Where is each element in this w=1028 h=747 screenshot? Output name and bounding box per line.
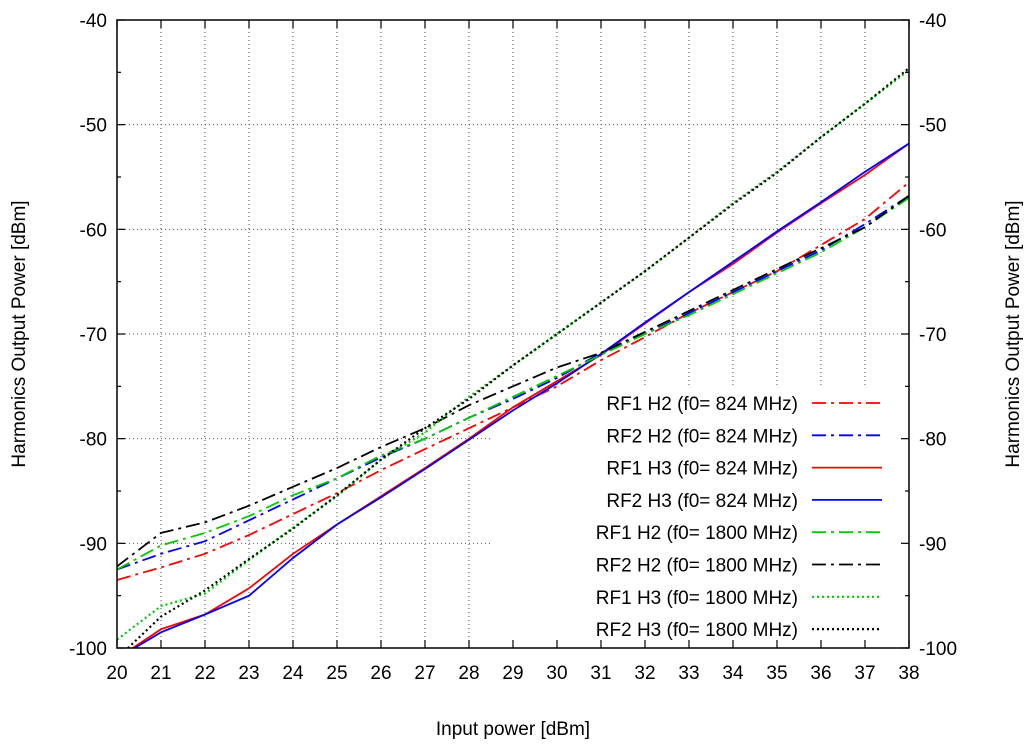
axes: 20 21 22 23 24 25 26 27 28 29 30 31 32 33 34 35 36 37 38 -4… [69,11,957,684]
y-tick-label: -80 [80,430,107,451]
x-tick-label: 36 [810,663,831,684]
series-line [117,195,909,571]
legend-label: RF1 H3 (f0= 824 MHz) [606,459,798,480]
legend-label: RF2 H3 (f0= 824 MHz) [606,491,798,512]
legend-label: RF1 H2 (f0= 1800 MHz) [596,523,798,544]
grid [117,20,909,648]
x-tick-label: 28 [458,663,479,684]
y-tick-label: -50 [80,116,107,137]
x-tick-label: 33 [678,663,699,684]
x-axis-title: Input power [dBm] [436,719,590,740]
legend: RF1 H2 (f0= 824 MHz) RF2 H2 (f0= 824 MHz)… [596,394,882,641]
y2-tick-label: -50 [919,116,946,137]
x-tick-label: 21 [150,663,171,684]
x-tick-label: 31 [590,663,611,684]
y2-tick-label: -60 [919,220,946,241]
y2-tick-label: -100 [919,639,957,660]
x-tick-label: 29 [502,663,523,684]
legend-label: RF2 H2 (f0= 824 MHz) [606,426,798,447]
x-tick-label: 34 [722,663,744,684]
y2-tick-label: -90 [919,534,946,555]
x-tick-label: 32 [634,663,655,684]
y-axis-title: Harmonics Output Power [dBm] [9,200,30,467]
legend-label: RF1 H2 (f0= 824 MHz) [606,394,798,415]
y-tick-label: -100 [69,639,107,660]
x-tick-label: 38 [898,663,919,684]
series-line [117,195,909,568]
x-tick-label: 26 [370,663,391,684]
x-tick-label: 22 [194,663,215,684]
series-line [117,197,909,571]
x-tick-label: 27 [414,663,435,684]
legend-label: RF2 H3 (f0= 1800 MHz) [596,620,798,641]
x-tick-label: 24 [282,663,304,684]
x-tick-label: 30 [546,663,567,684]
y2-tick-label: -70 [919,325,946,346]
plot-frame [116,19,910,649]
y2-axis-title: Harmonics Output Power [dBm] [1003,200,1024,467]
x-tick-label: 35 [766,663,787,684]
series-line [126,67,909,648]
y2-tick-label: -80 [919,430,946,451]
y-tick-label: -60 [80,220,107,241]
plot-series [117,67,909,648]
series-line [117,69,909,641]
x-tick-label: 23 [238,663,259,684]
x-tick-label: 37 [854,663,875,684]
x-tick-label: 20 [106,663,127,684]
x-tick-label: 25 [326,663,347,684]
y-tick-label: -90 [80,534,107,555]
y-tick-label: -70 [80,325,107,346]
series-line [132,142,909,648]
legend-label: RF2 H2 (f0= 1800 MHz) [596,556,798,577]
y2-tick-label: -40 [919,11,946,32]
y-tick-label: -40 [80,11,107,32]
legend-label: RF1 H3 (f0= 1800 MHz) [596,588,798,609]
series-line [131,142,909,648]
